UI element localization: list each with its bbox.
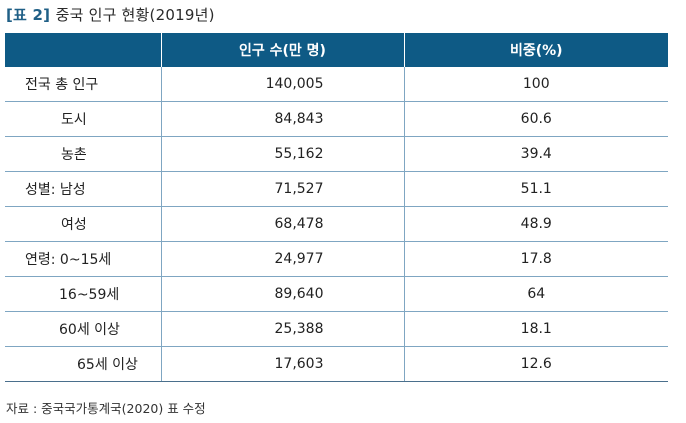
row-label: 전국 총 인구 bbox=[25, 77, 99, 93]
row-share: 12.6 bbox=[403, 346, 668, 382]
row-population: 55,162 bbox=[160, 136, 404, 172]
row-share: 18.1 bbox=[403, 311, 668, 347]
table-row: 60세 이상 25,388 18.1 bbox=[5, 311, 668, 347]
row-population: 84,843 bbox=[160, 101, 404, 137]
row-label: 60세 이상 bbox=[5, 311, 161, 347]
source-note: 자료 : 중국국가통계국(2020) 표 수정 bbox=[6, 401, 206, 416]
row-label: 농촌 bbox=[5, 136, 161, 172]
row-share: 51.1 bbox=[403, 171, 668, 207]
row-share: 64 bbox=[403, 276, 668, 312]
row-population: 17,603 bbox=[160, 346, 404, 382]
row-share: 17.8 bbox=[403, 241, 668, 277]
row-population: 24,977 bbox=[160, 241, 404, 277]
row-share: 48.9 bbox=[403, 206, 668, 242]
table-number-label: [표 2] bbox=[6, 6, 51, 24]
table-title-text: 중국 인구 현황(2019년) bbox=[55, 6, 215, 24]
row-label: 도시 bbox=[5, 101, 161, 137]
table-row: 도시 84,843 60.6 bbox=[5, 101, 668, 137]
table-header-row: 인구 수(만 명) 비중(%) bbox=[5, 33, 668, 67]
row-population: 140,005 bbox=[160, 67, 404, 102]
table-row: 연령: 0~15세 24,977 17.8 bbox=[5, 241, 668, 277]
row-label: 65세 이상 bbox=[5, 346, 161, 382]
table-row: 성별: 남성 71,527 51.1 bbox=[5, 171, 668, 207]
table-row: 16~59세 89,640 64 bbox=[5, 276, 668, 312]
table-row: 농촌 55,162 39.4 bbox=[5, 136, 668, 172]
row-population: 71,527 bbox=[160, 171, 404, 207]
table-row: 전국 총 인구 140,005 100 bbox=[5, 67, 668, 102]
table-title: [표 2] 중국 인구 현황(2019년) bbox=[6, 4, 215, 25]
row-label: 16~59세 bbox=[5, 276, 161, 312]
header-category bbox=[5, 33, 161, 67]
header-share: 비중(%) bbox=[403, 33, 668, 67]
table-row: 65세 이상 17,603 12.6 bbox=[5, 346, 668, 382]
row-label: 여성 bbox=[5, 206, 161, 242]
row-share: 39.4 bbox=[403, 136, 668, 172]
table-row: 여성 68,478 48.9 bbox=[5, 206, 668, 242]
row-population: 25,388 bbox=[160, 311, 404, 347]
row-label: 연령: 0~15세 bbox=[5, 241, 161, 277]
header-population: 인구 수(만 명) bbox=[160, 33, 404, 67]
row-share: 60.6 bbox=[403, 101, 668, 137]
row-population: 89,640 bbox=[160, 276, 404, 312]
row-population: 68,478 bbox=[160, 206, 404, 242]
population-table: 인구 수(만 명) 비중(%) 전국 총 인구 140,005 100 도시 8… bbox=[5, 33, 668, 382]
row-label: 성별: 남성 bbox=[5, 171, 161, 207]
row-share: 100 bbox=[403, 67, 668, 102]
